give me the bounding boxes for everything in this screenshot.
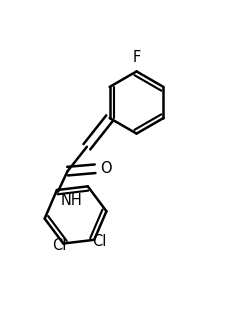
Text: NH: NH [60,193,82,208]
Text: Cl: Cl [92,234,107,249]
Text: O: O [100,161,112,176]
Text: F: F [132,50,141,65]
Text: Cl: Cl [53,238,67,253]
